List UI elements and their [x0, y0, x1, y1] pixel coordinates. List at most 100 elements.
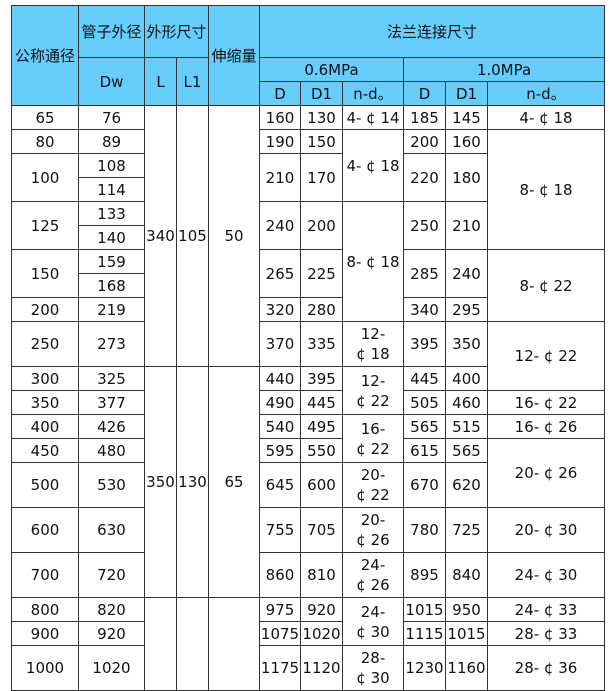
length-L1-cell: 130	[176, 366, 209, 598]
flange-dimension-table: 公称通径 管子外径 外形尺寸 伸缩量 法兰连接尺寸 Dw L L1 0.6MPa…	[11, 5, 605, 691]
d-06-cell: 490	[259, 390, 301, 415]
nominal-diameter-cell: 450	[11, 438, 79, 463]
nominal-diameter-cell: 125	[11, 201, 79, 250]
table-row: 900 920 1075 1020 1115 1015 28- ¢ 33	[11, 621, 605, 646]
expansion-cell: 65	[208, 366, 260, 598]
d-06-cell: 595	[259, 438, 301, 463]
d-06-cell: 440	[259, 366, 301, 391]
bolt-holes-06-cell: 4- ¢ 18	[342, 129, 404, 202]
header-D-10: D	[403, 81, 446, 106]
bolt-holes-10-cell: 20- ¢ 26	[487, 438, 605, 508]
d-10-cell: 340	[403, 297, 446, 322]
header-overall-dims: 外形尺寸	[144, 5, 209, 58]
d-10-cell: 505	[403, 390, 446, 415]
d1-06-cell: 225	[300, 249, 343, 298]
d1-10-cell: 950	[445, 597, 488, 622]
bolt-holes-10-cell: 28- ¢ 36	[487, 645, 605, 691]
d1-10-cell: 460	[445, 390, 488, 415]
d-10-cell: 200	[403, 129, 446, 154]
bolt-holes-06-cell: 16- ¢ 22	[342, 414, 404, 463]
bolt-holes-06-cell: 24- ¢ 26	[342, 552, 404, 598]
d-06-cell: 1075	[259, 621, 301, 646]
nominal-diameter-cell: 100	[11, 153, 79, 202]
d-06-cell: 370	[259, 321, 301, 367]
header-1.0mpa: 1.0MPa	[403, 57, 605, 82]
pipe-od-cell: 820	[78, 597, 145, 622]
d-06-cell: 265	[259, 249, 301, 298]
d1-10-cell: 725	[445, 507, 488, 553]
header-L1: L1	[176, 57, 209, 106]
d1-06-cell: 150	[300, 129, 343, 154]
bolt-holes-06-cell: 20- ¢ 22	[342, 462, 404, 508]
d1-06-cell: 130	[300, 105, 343, 130]
table-row: 600 630 755 705 20- ¢ 26 780 725 20- ¢ 30	[11, 507, 605, 553]
nominal-diameter-cell: 400	[11, 414, 79, 439]
d-06-cell: 240	[259, 201, 301, 250]
d-06-cell: 860	[259, 552, 301, 598]
d1-10-cell: 565	[445, 438, 488, 463]
header-L: L	[144, 57, 177, 106]
table-row: 200 219 320 280 340 295	[11, 297, 605, 322]
d-10-cell: 185	[403, 105, 446, 130]
d1-10-cell: 1160	[445, 645, 488, 691]
bolt-holes-06-cell: 12- ¢ 22	[342, 366, 404, 415]
table-row: 500 530 645 600 20- ¢ 22 670 620	[11, 462, 605, 508]
bolt-holes-06-cell: 8- ¢ 18	[342, 201, 404, 322]
nominal-diameter-cell: 150	[11, 249, 79, 298]
bolt-holes-10-cell: 24- ¢ 30	[487, 552, 605, 598]
table-row: 250 273 370 335 12- ¢ 18 395 350 12- ¢ 22	[11, 321, 605, 391]
nominal-diameter-cell: 200	[11, 297, 79, 322]
table-row: 140	[12, 225, 605, 250]
table-row: 80 89 190 150 4- ¢ 18 200 160 8- ¢ 18	[11, 129, 605, 250]
d-10-cell: 780	[403, 507, 446, 553]
bolt-holes-10-cell: 8- ¢ 18	[487, 129, 605, 250]
d1-06-cell: 705	[300, 507, 343, 553]
pipe-od-cell: 480	[78, 438, 145, 463]
d-06-cell: 1175	[259, 645, 301, 691]
table-row: 400 426 540 495 16- ¢ 22 565 515 16- ¢ 26	[11, 414, 605, 463]
d-10-cell: 1115	[403, 621, 446, 646]
d1-06-cell: 600	[300, 462, 343, 508]
pipe-od-cell: 133	[78, 201, 145, 226]
pipe-od-cell: 89	[78, 129, 145, 154]
header-nd-10: n-d。	[487, 81, 605, 106]
pipe-od-cell: 530	[78, 462, 145, 508]
d-06-cell: 540	[259, 414, 301, 439]
pipe-od-cell: 108	[78, 153, 145, 178]
d1-06-cell: 170	[300, 153, 343, 202]
header-D1-06: D1	[300, 81, 343, 106]
d-10-cell: 670	[403, 462, 446, 508]
d-10-cell: 565	[403, 414, 446, 439]
header-expansion: 伸缩量	[208, 5, 260, 106]
bolt-holes-10-cell: 24- ¢ 33	[487, 597, 605, 622]
d-06-cell: 975	[259, 597, 301, 622]
pipe-od-cell: 219	[78, 297, 145, 322]
table-row: 300 325 350 130 65 440 395 12- ¢ 22 445 400	[11, 366, 605, 598]
length-L1-cell	[176, 597, 209, 691]
nominal-diameter-cell: 900	[11, 621, 79, 646]
bolt-holes-06-cell: 12- ¢ 18	[342, 321, 404, 367]
header-nd-06: n-d。	[342, 81, 404, 106]
d-10-cell: 220	[403, 153, 446, 202]
d1-10-cell: 515	[445, 414, 488, 439]
pipe-od-cell: 159	[78, 249, 145, 274]
d-06-cell: 210	[259, 153, 301, 202]
nominal-diameter-cell: 65	[11, 105, 79, 130]
bolt-holes-10-cell: 28- ¢ 33	[487, 621, 605, 646]
nominal-diameter-cell: 800	[11, 597, 79, 622]
pipe-od-cell: 426	[78, 414, 145, 439]
d-10-cell: 1015	[403, 597, 446, 622]
d-06-cell: 160	[259, 105, 301, 130]
pipe-od-cell: 377	[78, 390, 145, 415]
table-row: 700 720 860 810 24- ¢ 26 895 840 24- ¢ 30	[11, 552, 605, 598]
d1-10-cell: 295	[445, 297, 488, 322]
bolt-holes-10-cell: 16- ¢ 22	[487, 390, 605, 415]
table-row: 65 76 340 105 50 160 130 4- ¢ 14 185 145 4- ¢ 18	[11, 105, 605, 367]
pipe-od-cell: 168	[78, 273, 145, 298]
bolt-holes-06-cell: 28- ¢ 30	[342, 645, 404, 691]
nominal-diameter-cell: 500	[11, 462, 79, 508]
d1-10-cell: 240	[445, 249, 488, 298]
header-nominal-diameter: 公称通径	[11, 5, 79, 106]
table-row: 100 108 210 170 220 180	[11, 153, 605, 202]
nominal-diameter-cell: 250	[11, 321, 79, 367]
